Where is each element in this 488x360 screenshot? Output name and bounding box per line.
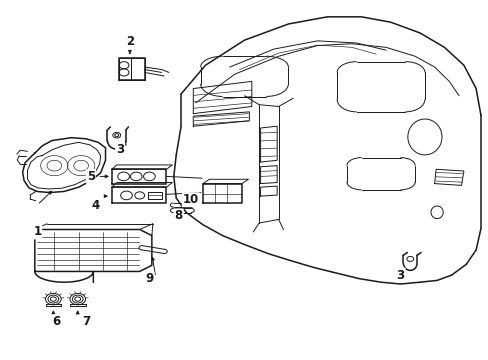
Text: 3: 3: [396, 269, 404, 282]
Text: 1: 1: [33, 225, 41, 238]
Text: 2: 2: [125, 35, 134, 49]
Text: 8: 8: [174, 210, 183, 222]
Text: 10: 10: [183, 193, 199, 206]
Text: 5: 5: [86, 170, 95, 183]
Text: 3: 3: [116, 143, 124, 156]
Text: 6: 6: [53, 315, 61, 328]
Text: 9: 9: [145, 272, 153, 285]
Text: 4: 4: [91, 199, 100, 212]
Text: 7: 7: [82, 315, 90, 328]
